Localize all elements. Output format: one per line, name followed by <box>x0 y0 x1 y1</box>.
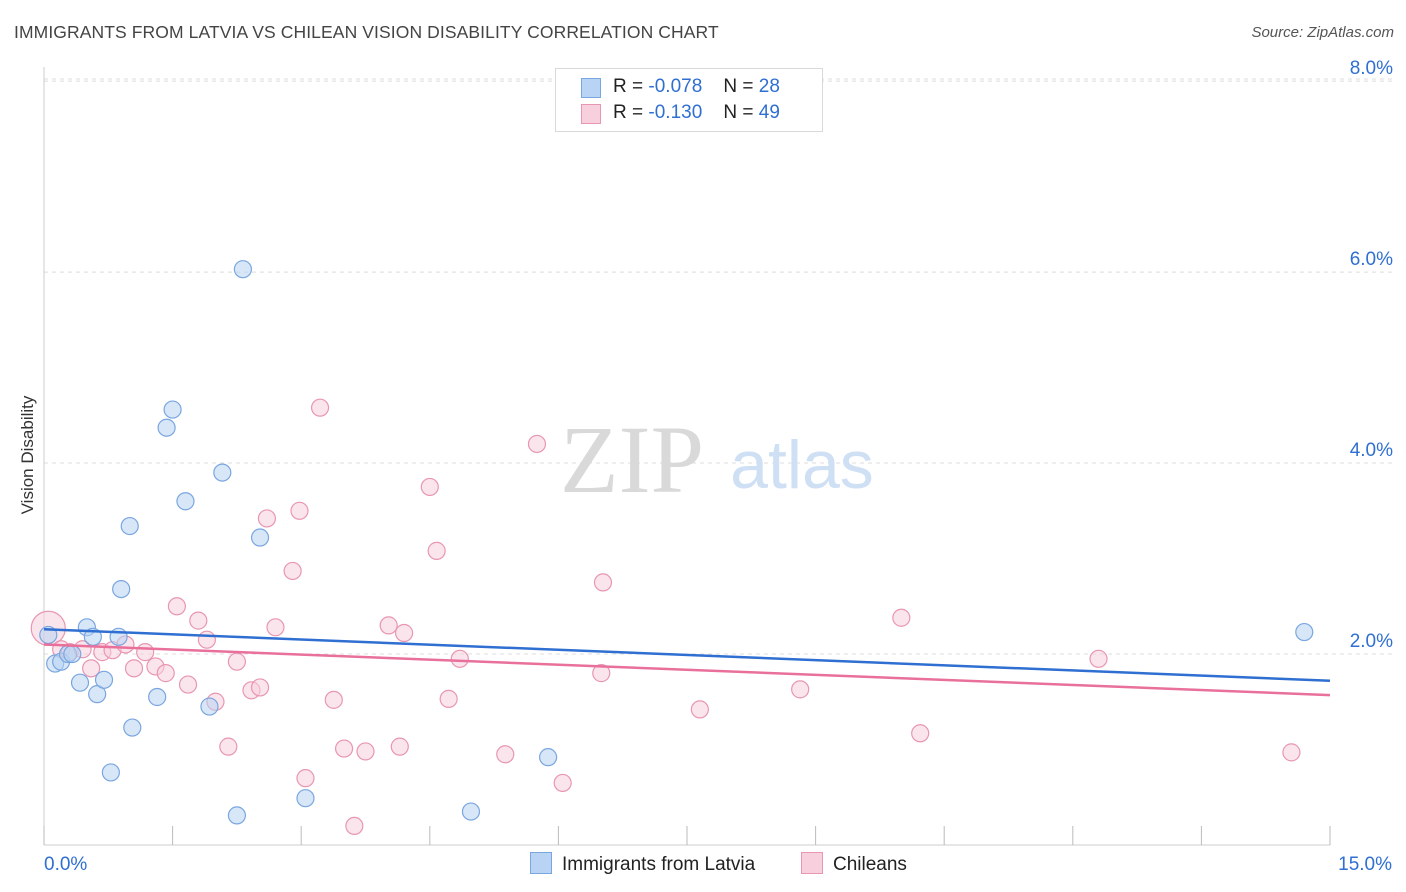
x-tick-label: 15.0% <box>1338 854 1392 875</box>
chileans-r-label: R = <box>613 102 644 123</box>
latvia-point[interactable] <box>101 763 120 782</box>
chileans-point[interactable] <box>324 690 343 709</box>
latvia-point[interactable] <box>296 789 315 808</box>
legend-item-latvia[interactable]: Immigrants from Latvia <box>530 852 755 876</box>
latvia-r-value: -0.078 <box>648 76 703 97</box>
chileans-point[interactable] <box>390 737 409 756</box>
latvia-point[interactable] <box>123 718 142 737</box>
chileans-point[interactable] <box>553 773 572 793</box>
latvia-point[interactable] <box>63 644 82 664</box>
chileans-point[interactable] <box>250 678 270 697</box>
stats-legend: R = -0.078 N = 28 R = -0.130 N = 49 <box>555 68 823 132</box>
chileans-point[interactable] <box>420 477 439 497</box>
latvia-point[interactable] <box>200 697 219 716</box>
chileans-point[interactable] <box>290 501 309 520</box>
chileans-point[interactable] <box>283 561 302 581</box>
tick-labels: 2.0% 4.0% 6.0% 8.0% 0.0% 15.0% <box>44 58 1393 875</box>
chileans-point[interactable] <box>124 659 144 678</box>
chileans-point[interactable] <box>791 680 810 699</box>
chileans-point[interactable] <box>892 608 911 627</box>
chileans-point[interactable] <box>334 739 354 758</box>
latvia-n-label: N = <box>723 76 754 97</box>
x-tick-label: 0.0% <box>44 854 87 875</box>
chileans-point[interactable] <box>1089 649 1108 668</box>
legend-chileans-label: Chileans <box>833 854 907 875</box>
chileans-trend-line <box>43 643 1331 697</box>
chileans-point[interactable] <box>911 724 930 743</box>
latvia-point[interactable] <box>233 260 253 279</box>
watermark: ZIP atlas <box>560 406 874 513</box>
latvia-point[interactable] <box>112 579 131 599</box>
latvia-trend-line <box>43 627 1331 683</box>
watermark-atlas: atlas <box>730 427 874 503</box>
axes <box>43 67 1331 846</box>
chileans-n-label: N = <box>723 102 754 123</box>
latvia-point[interactable] <box>163 400 182 419</box>
chart-title: IMMIGRANTS FROM LATVIA VS CHILEAN VISION… <box>14 22 719 42</box>
chileans-point[interactable] <box>189 611 208 630</box>
latvia-point[interactable] <box>227 806 246 825</box>
chart-source: Source: ZipAtlas.com <box>1251 24 1394 41</box>
latvia-point[interactable] <box>461 802 481 821</box>
trend-lines <box>43 627 1331 697</box>
y-tick-label: 4.0% <box>1350 440 1393 461</box>
chileans-point[interactable] <box>394 623 414 643</box>
latvia-point[interactable] <box>250 528 270 547</box>
legend-latvia-label: Immigrants from Latvia <box>562 854 756 875</box>
chileans-point[interactable] <box>296 769 315 788</box>
chileans-point[interactable] <box>257 509 277 528</box>
y-tick-label: 8.0% <box>1350 58 1393 79</box>
latvia-point[interactable] <box>176 492 195 511</box>
chileans-point[interactable] <box>310 398 330 417</box>
chileans-point[interactable] <box>690 700 709 719</box>
chileans-point[interactable] <box>496 745 515 764</box>
y-tick-label: 6.0% <box>1350 249 1393 270</box>
chileans-point[interactable] <box>345 816 364 836</box>
latvia-r-label: R = <box>613 76 644 97</box>
legend-latvia-swatch <box>530 852 552 874</box>
y-tick-label: 2.0% <box>1350 631 1393 652</box>
chileans-point[interactable] <box>356 742 375 761</box>
latvia-point[interactable] <box>70 673 90 692</box>
chileans-point[interactable] <box>82 659 101 678</box>
latvia-point[interactable] <box>157 418 176 437</box>
latvia-point[interactable] <box>94 670 114 689</box>
chileans-point[interactable] <box>379 616 398 635</box>
latvia-point[interactable] <box>148 687 167 707</box>
latvia-swatch <box>581 78 601 98</box>
chileans-swatch <box>581 104 601 124</box>
chileans-point[interactable] <box>427 541 446 560</box>
chileans-point[interactable] <box>450 649 469 668</box>
legend-chileans-swatch <box>801 852 823 874</box>
chileans-point[interactable] <box>592 664 611 683</box>
latvia-point[interactable] <box>1295 622 1314 642</box>
chileans-point[interactable] <box>266 618 285 637</box>
chileans-point[interactable] <box>197 630 216 649</box>
latvia-point[interactable] <box>213 463 232 482</box>
chileans-point[interactable] <box>1282 743 1301 762</box>
grid-lines <box>44 78 1392 655</box>
chileans-point[interactable] <box>156 664 175 683</box>
legend-item-chileans[interactable]: Chileans <box>801 852 907 876</box>
watermark-zip: ZIP <box>560 406 704 513</box>
chileans-point[interactable] <box>593 573 613 592</box>
chileans-point[interactable] <box>178 675 198 694</box>
latvia-point[interactable] <box>120 516 139 536</box>
chileans-point[interactable] <box>439 689 458 709</box>
latvia-point[interactable] <box>539 748 558 767</box>
chileans-point[interactable] <box>167 597 186 616</box>
chileans-n-value: 49 <box>758 102 780 123</box>
chileans-point[interactable] <box>136 643 155 662</box>
chileans-r-value: -0.130 <box>648 102 703 123</box>
chileans-point[interactable] <box>227 652 246 671</box>
chileans-point[interactable] <box>527 434 547 454</box>
latvia-n-value: 28 <box>758 76 780 97</box>
chileans-point[interactable] <box>219 737 238 756</box>
